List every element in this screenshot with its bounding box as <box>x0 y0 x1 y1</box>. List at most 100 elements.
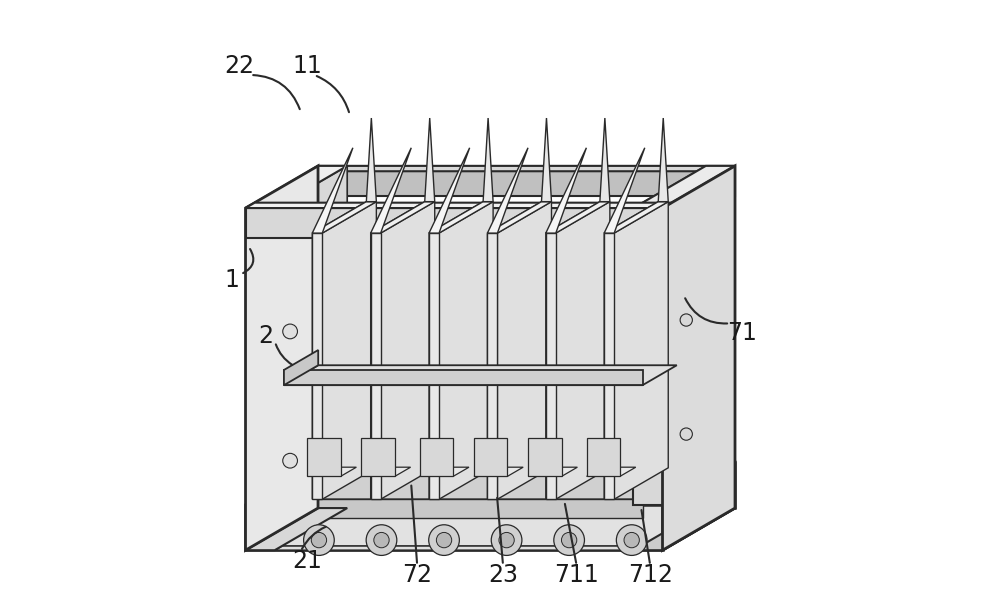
Polygon shape <box>246 208 663 238</box>
Polygon shape <box>587 467 636 476</box>
Polygon shape <box>381 201 435 499</box>
Polygon shape <box>246 508 735 550</box>
Text: 22: 22 <box>224 54 254 78</box>
Polygon shape <box>361 439 395 476</box>
Polygon shape <box>474 467 523 476</box>
Polygon shape <box>541 118 551 201</box>
Polygon shape <box>246 166 347 208</box>
Polygon shape <box>246 203 672 208</box>
Polygon shape <box>528 439 562 476</box>
Polygon shape <box>429 148 470 233</box>
Polygon shape <box>587 439 620 476</box>
Polygon shape <box>366 118 376 201</box>
Polygon shape <box>420 439 453 476</box>
Polygon shape <box>604 201 668 233</box>
Polygon shape <box>633 208 663 505</box>
Circle shape <box>283 324 297 339</box>
Polygon shape <box>371 201 425 499</box>
Polygon shape <box>371 201 435 233</box>
Polygon shape <box>425 118 435 201</box>
Polygon shape <box>312 233 322 499</box>
Text: 2: 2 <box>258 323 273 347</box>
Circle shape <box>624 532 639 548</box>
Polygon shape <box>633 508 735 550</box>
Polygon shape <box>556 201 610 499</box>
Circle shape <box>616 525 647 556</box>
Polygon shape <box>312 201 366 499</box>
Polygon shape <box>361 467 411 476</box>
Polygon shape <box>600 118 610 201</box>
Text: 23: 23 <box>488 563 518 587</box>
Polygon shape <box>318 463 735 508</box>
Polygon shape <box>487 148 528 233</box>
Polygon shape <box>318 166 735 197</box>
Polygon shape <box>246 505 663 550</box>
Polygon shape <box>284 370 643 385</box>
Polygon shape <box>487 201 541 499</box>
Polygon shape <box>246 463 318 550</box>
Polygon shape <box>633 166 735 208</box>
Polygon shape <box>487 201 551 233</box>
Polygon shape <box>284 468 338 518</box>
Circle shape <box>304 525 334 556</box>
Circle shape <box>554 525 584 556</box>
Polygon shape <box>275 546 641 550</box>
Polygon shape <box>528 467 577 476</box>
Circle shape <box>561 532 577 548</box>
Polygon shape <box>429 201 493 233</box>
Polygon shape <box>663 166 735 550</box>
Polygon shape <box>546 201 610 233</box>
Polygon shape <box>546 233 556 499</box>
Polygon shape <box>604 233 614 499</box>
Polygon shape <box>633 166 706 505</box>
Polygon shape <box>371 233 381 499</box>
Polygon shape <box>604 148 645 233</box>
Circle shape <box>311 532 327 548</box>
Text: 72: 72 <box>402 563 432 587</box>
Polygon shape <box>663 463 735 550</box>
Polygon shape <box>497 201 551 499</box>
Circle shape <box>680 314 692 326</box>
Polygon shape <box>429 201 483 499</box>
Polygon shape <box>307 439 341 476</box>
Polygon shape <box>275 166 347 505</box>
Polygon shape <box>284 350 318 385</box>
Polygon shape <box>614 201 668 499</box>
Polygon shape <box>322 201 376 499</box>
Polygon shape <box>246 208 275 505</box>
Polygon shape <box>604 201 658 499</box>
Circle shape <box>429 525 459 556</box>
Polygon shape <box>309 166 735 171</box>
Polygon shape <box>371 148 411 233</box>
Polygon shape <box>246 166 318 550</box>
Text: 711: 711 <box>554 563 599 587</box>
Polygon shape <box>284 365 677 385</box>
Polygon shape <box>658 118 668 201</box>
Text: 21: 21 <box>292 549 322 573</box>
Text: 1: 1 <box>224 269 239 293</box>
Circle shape <box>680 428 692 440</box>
Circle shape <box>283 453 297 468</box>
Polygon shape <box>312 148 353 233</box>
Polygon shape <box>312 201 376 233</box>
Polygon shape <box>284 468 697 499</box>
Polygon shape <box>246 508 347 550</box>
Text: 71: 71 <box>727 320 757 344</box>
Polygon shape <box>487 233 497 499</box>
Polygon shape <box>420 467 469 476</box>
Polygon shape <box>474 439 507 476</box>
Circle shape <box>491 525 522 556</box>
Polygon shape <box>284 499 643 518</box>
Circle shape <box>374 532 389 548</box>
Text: 712: 712 <box>628 563 673 587</box>
Polygon shape <box>246 463 735 505</box>
Polygon shape <box>439 201 493 499</box>
Circle shape <box>366 525 397 556</box>
Text: 11: 11 <box>292 54 322 78</box>
Polygon shape <box>546 201 600 499</box>
Circle shape <box>436 532 452 548</box>
Polygon shape <box>429 233 439 499</box>
Circle shape <box>499 532 514 548</box>
Polygon shape <box>546 148 586 233</box>
Polygon shape <box>307 467 356 476</box>
